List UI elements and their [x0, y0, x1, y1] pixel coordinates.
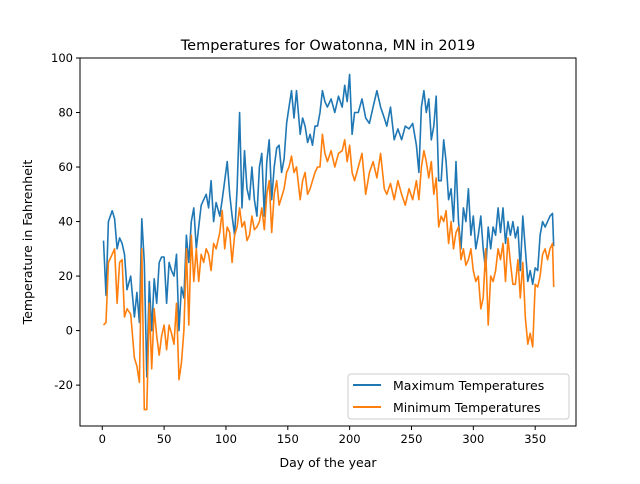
series-line-min: [102, 133, 555, 411]
x-tick-label: 250: [401, 432, 423, 446]
legend-box: [347, 373, 570, 420]
legend-label-max: Maximum Temperatures: [393, 378, 544, 393]
x-tick-label: 50: [157, 432, 172, 446]
x-tick-label: 0: [99, 432, 106, 446]
x-axis: 0 50 100 150 200 250 300 350: [99, 426, 546, 446]
legend-label-min: Minimum Temperatures: [393, 400, 541, 415]
y-tick-label: -20: [54, 378, 73, 392]
y-axis: -20 0 20 40 60 80 100: [51, 51, 80, 392]
y-tick-label: 100: [51, 51, 73, 65]
x-tick-label: 100: [215, 432, 237, 446]
x-tick-label: 350: [524, 432, 546, 446]
x-tick-label: 200: [339, 432, 361, 446]
x-axis-label: Day of the year: [279, 455, 377, 470]
y-tick-label: 80: [58, 106, 73, 120]
y-axis-label: Temperature in Fahrenheit: [20, 160, 35, 326]
legend: Maximum Temperatures Minimum Temperature…: [347, 373, 570, 420]
y-tick-label: 60: [58, 160, 73, 174]
plot-area: [102, 73, 555, 411]
y-tick-label: 40: [58, 215, 73, 229]
chart-title: Temperatures for Owatonna, MN in 2019: [180, 38, 475, 54]
axes-frame: [79, 57, 577, 427]
y-tick-label: 20: [58, 269, 73, 283]
x-tick-label: 150: [277, 432, 299, 446]
x-tick-label: 300: [462, 432, 484, 446]
y-tick-label: 0: [66, 324, 73, 338]
